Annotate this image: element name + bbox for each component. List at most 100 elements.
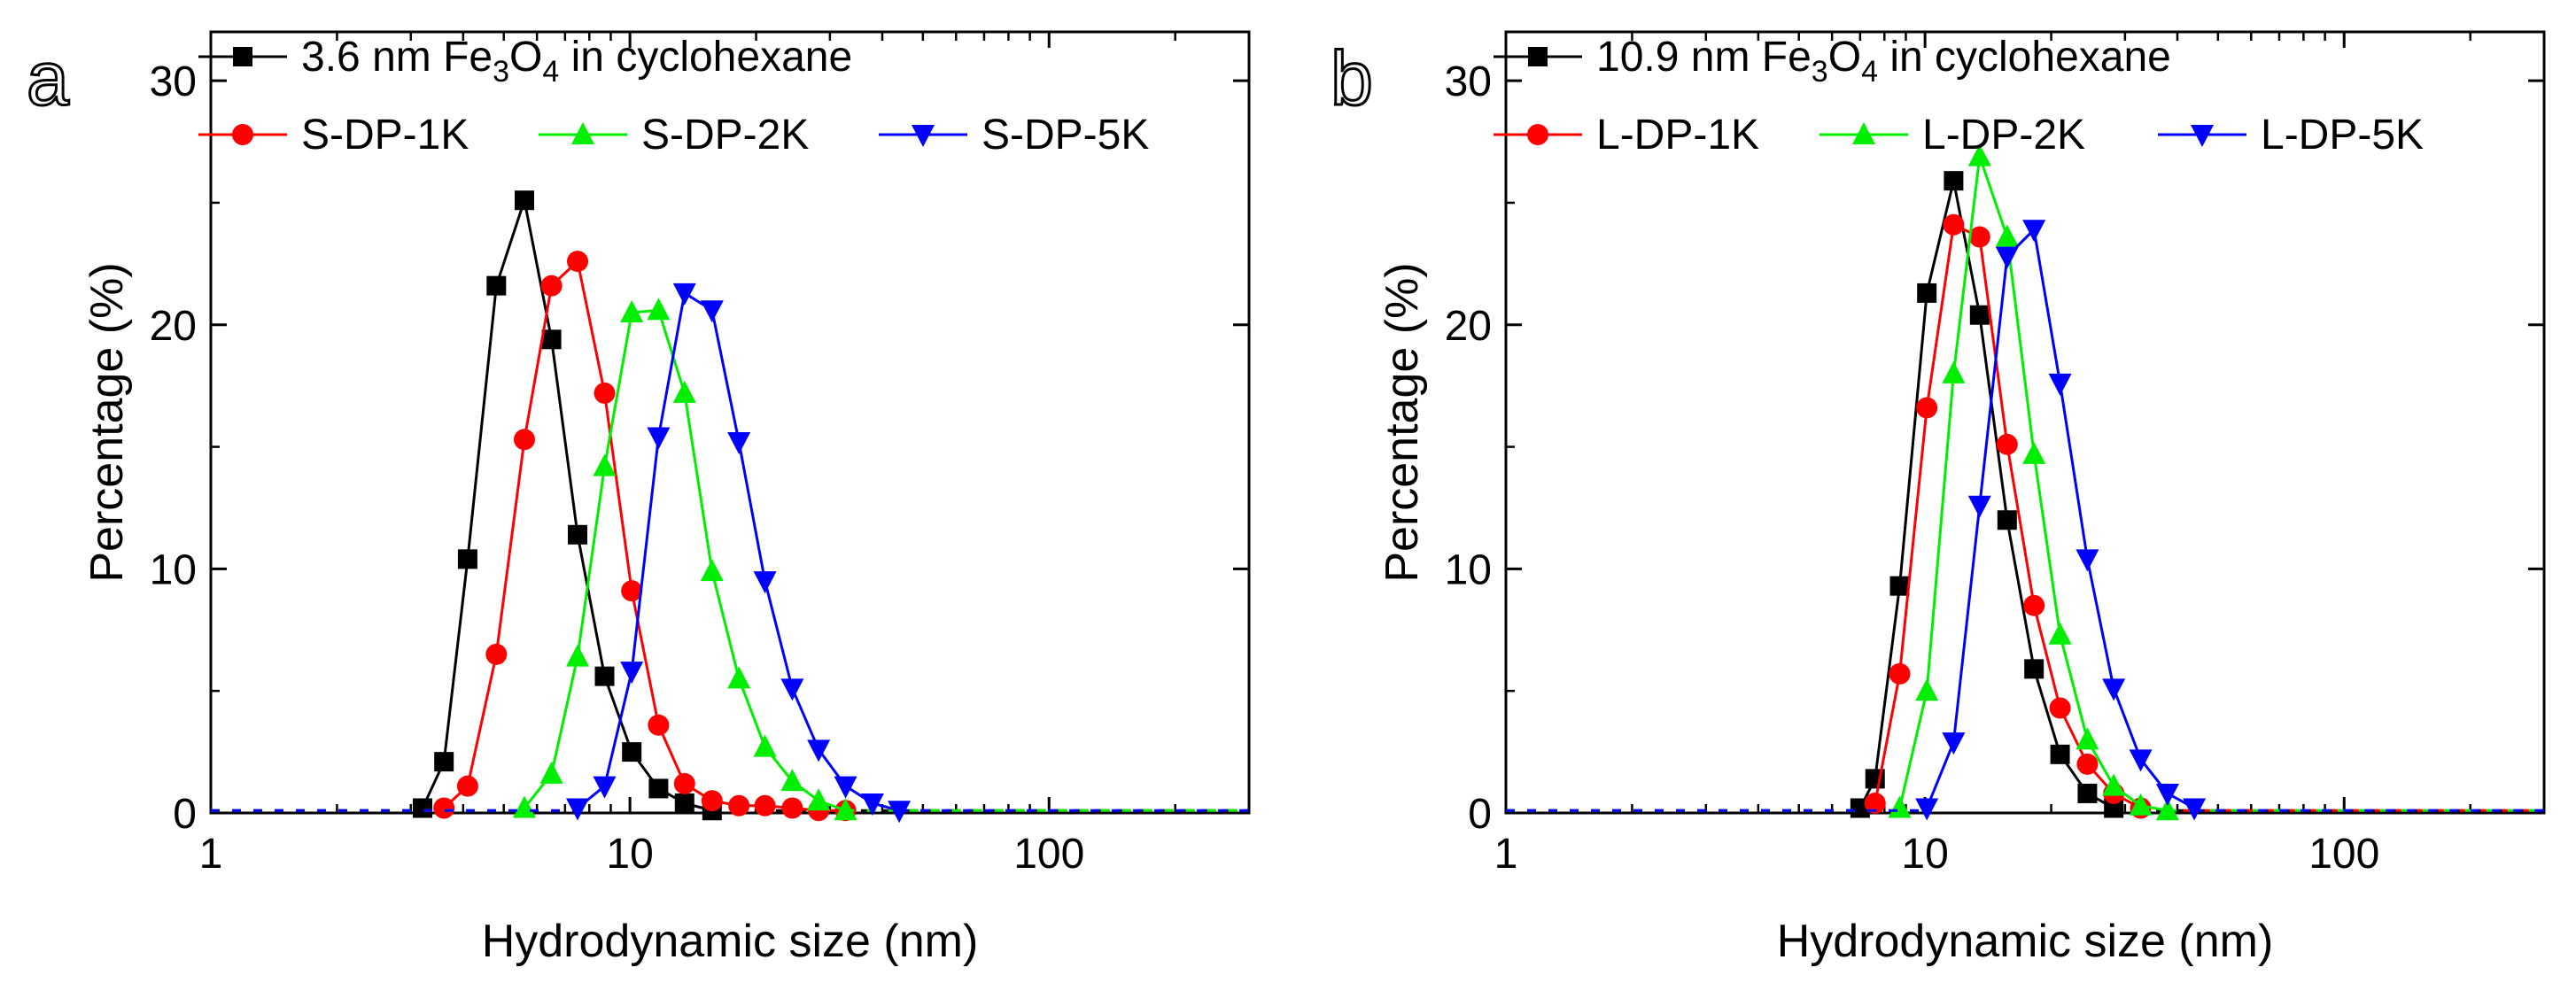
legend-item-3: S-DP-2K [539,112,809,159]
data-point [754,794,776,817]
y-tick-label: 0 [173,791,197,838]
legend-label-part: S-DP-2K [641,112,809,159]
legend-item-2: S-DP-1K [198,112,469,159]
legend-label-part: L-DP-1K [1596,112,1759,159]
data-point [672,380,696,403]
data-point [648,714,670,736]
x-tick-label: 1 [1494,831,1518,878]
data-point [621,580,643,602]
data-point [620,299,644,322]
plot-frame [209,30,1251,815]
data-point [781,797,803,819]
data-point [1995,224,2019,247]
data-point [701,790,723,812]
legend-label: S-DP-1K [301,112,469,159]
legend-swatch-marker [2191,125,2214,147]
legend-swatch-marker [912,125,935,147]
x-axis-ticks: 1 10 100 [199,32,1251,878]
data-point [1915,798,1939,821]
legend-label-subscript: 3 [1812,55,1828,89]
plot-frame [1504,30,2546,815]
data-point [1967,495,1991,518]
legend-label-part: L-DP-2K [1922,112,2085,159]
data-point [486,275,507,296]
data-point [700,559,724,582]
legend-item-1: 3.6 nm Fe3O4 in cyclohexane [198,34,852,89]
data-point [566,644,590,667]
series-4 [211,283,1249,824]
data-point [541,329,562,350]
data-point [2183,798,2207,821]
data-point [568,524,588,545]
legend-label: L-DP-2K [1922,112,2085,159]
data-point [433,797,455,819]
legend-label-part: 10.9 nm Fe [1596,34,1812,81]
data-point [1943,213,1965,236]
data-point [2102,678,2126,701]
data-point [1915,678,1939,701]
data-point [753,734,777,757]
data-point [2023,594,2045,616]
data-point [1864,792,1886,814]
legend-label-part: 3.6 nm Fe [301,34,493,81]
series-line [1858,180,2114,809]
data-point [648,778,669,799]
data-point [727,666,751,689]
data-point [1995,246,2019,269]
data-point [457,549,477,569]
data-point [620,662,644,685]
data-point [2155,798,2179,821]
y-axis-ticks: 0 10 20 30 [150,58,1249,838]
series-4 [1506,220,2544,821]
data-point [594,666,615,686]
data-point [647,298,671,321]
legend-item-4: L-DP-5K [2158,112,2424,159]
y-tick-label: 30 [150,58,197,105]
data-point [1968,226,1990,248]
data-point [807,788,831,811]
data-point [1944,171,1964,191]
data-point [780,678,804,701]
legend-label-part: in cyclohexane [559,34,852,81]
data-point [2048,622,2072,645]
data-point [727,432,751,455]
y-axis-ticks: 0 10 20 30 [1445,58,2544,838]
data-point [2104,798,2124,818]
data-point [2102,773,2126,796]
data-point [593,776,617,799]
data-point [622,742,642,762]
data-point [780,769,804,792]
data-point [2024,659,2045,679]
data-point [807,739,831,762]
y-tick-label: 30 [1445,58,1492,105]
legend-item-3: L-DP-2K [1819,112,2085,159]
data-point [567,251,589,273]
data-point [2076,753,2099,775]
data-point [1967,143,1991,166]
data-point [1996,433,2018,455]
data-point [700,300,724,323]
data-point [1889,576,1910,596]
legend-label-part: S-DP-5K [982,112,1149,159]
data-point [593,453,617,476]
legend-item-4: S-DP-5K [879,112,1149,159]
legend-swatch-marker [1852,122,1875,144]
legend-swatch-marker [571,122,594,144]
data-point [672,283,696,306]
x-tick-label: 1 [199,831,223,878]
data-point [594,382,616,404]
y-axis-label: Percentage (%) [81,262,133,582]
series-3 [1506,143,2544,821]
legend-swatch-marker [232,124,253,145]
legend-label-part: in cyclohexane [1878,34,2171,81]
data-point [673,772,695,794]
data-point [834,798,857,821]
series-1 [1506,171,2544,818]
series-2 [211,251,1249,822]
data-point [753,571,777,594]
data-point [2050,744,2070,764]
legend-label: 10.9 nm Fe3O4 in cyclohexane [1596,34,2171,89]
data-point [456,775,478,797]
legend-swatch-marker [233,47,252,66]
legend: 10.9 nm Fe3O4 in cyclohexane L-DP-1K L-DP-… [1494,34,2424,159]
